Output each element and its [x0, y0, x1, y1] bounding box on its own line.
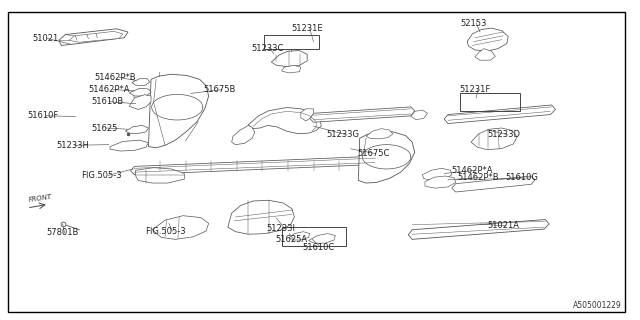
Text: 51233G: 51233G [326, 130, 360, 139]
Polygon shape [152, 216, 209, 239]
Text: 51675B: 51675B [204, 85, 236, 94]
Polygon shape [232, 125, 255, 145]
Polygon shape [69, 31, 123, 42]
Polygon shape [148, 74, 209, 148]
Polygon shape [129, 88, 151, 96]
Polygon shape [131, 156, 380, 175]
Polygon shape [136, 168, 184, 183]
Text: FRONT: FRONT [28, 194, 52, 203]
Polygon shape [129, 95, 151, 109]
Text: A505001229: A505001229 [573, 301, 622, 310]
Polygon shape [422, 168, 452, 180]
Polygon shape [289, 232, 310, 240]
Text: 52153: 52153 [461, 19, 487, 28]
Text: 51233I: 51233I [266, 224, 295, 233]
Polygon shape [271, 51, 307, 67]
Polygon shape [475, 49, 495, 60]
Text: 51625: 51625 [91, 124, 117, 132]
Polygon shape [282, 65, 301, 73]
Text: 51231F: 51231F [460, 85, 491, 94]
Bar [264, 35, 319, 49]
Polygon shape [358, 131, 415, 183]
Bar [460, 93, 520, 111]
Text: FIG.505-3: FIG.505-3 [145, 227, 185, 236]
Text: 51231E: 51231E [291, 24, 323, 33]
Polygon shape [444, 105, 556, 124]
Polygon shape [310, 107, 415, 122]
Text: 57801B: 57801B [46, 228, 79, 237]
Text: 51675C: 51675C [357, 149, 390, 158]
Text: 51021: 51021 [32, 34, 58, 43]
Polygon shape [425, 176, 456, 188]
Polygon shape [228, 200, 294, 234]
Polygon shape [366, 129, 393, 139]
Text: 51462P*B: 51462P*B [95, 73, 136, 82]
Polygon shape [132, 79, 150, 86]
Bar [282, 227, 346, 246]
Polygon shape [248, 108, 321, 134]
Polygon shape [59, 29, 128, 45]
Text: 51625A: 51625A [275, 235, 307, 244]
Polygon shape [301, 109, 314, 121]
Text: 51610B: 51610B [91, 97, 123, 106]
Text: 51233D: 51233D [488, 130, 521, 139]
Polygon shape [308, 234, 335, 243]
Text: 51021A: 51021A [488, 221, 520, 230]
Text: 51462P*A: 51462P*A [88, 85, 130, 94]
Text: 51233C: 51233C [251, 44, 284, 52]
Polygon shape [452, 176, 535, 192]
Polygon shape [471, 128, 517, 150]
Text: 51610F: 51610F [27, 111, 58, 120]
Polygon shape [467, 28, 508, 51]
Polygon shape [110, 140, 148, 151]
Text: 51610G: 51610G [506, 173, 538, 182]
Text: FIG.505-3: FIG.505-3 [81, 171, 121, 180]
Polygon shape [411, 110, 428, 120]
Polygon shape [125, 125, 148, 134]
Text: 51233H: 51233H [56, 141, 89, 150]
Polygon shape [408, 220, 549, 239]
Text: 51462P*B: 51462P*B [457, 173, 499, 182]
Text: 51610C: 51610C [302, 243, 334, 252]
Text: 51462P*A: 51462P*A [452, 166, 493, 175]
